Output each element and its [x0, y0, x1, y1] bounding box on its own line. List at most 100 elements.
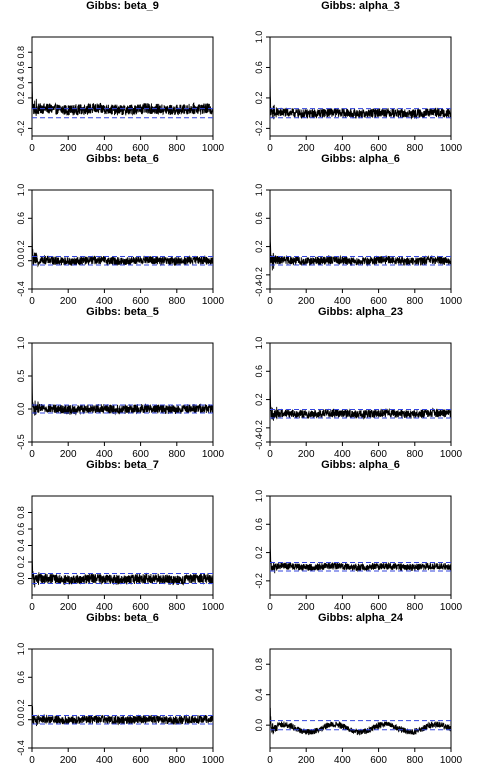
- panel-8: Gibbs: alpha_6 0 200 400 600 800 1000 -0.2 0.2 0.…: [254, 459, 463, 613]
- x-tick-label: 200: [298, 296, 315, 307]
- panel-3: Gibbs: beta_6 0 200 400 600 800 1000 -0.4 0.00.2…: [16, 153, 225, 307]
- y-tick-label: 0.6: [254, 365, 264, 378]
- x-tick-label: 600: [370, 449, 387, 460]
- x-tick-label: 600: [370, 755, 387, 766]
- x-tick-label: 1000: [202, 755, 225, 766]
- y-tick-label: 0.2: [254, 393, 264, 406]
- panel-title: Gibbs: alpha_23: [318, 306, 403, 318]
- y-tick-label: 0.0: [254, 719, 264, 732]
- x-tick-label: 400: [96, 755, 113, 766]
- x-tick-label: 200: [298, 449, 315, 460]
- plot-frame: [269, 189, 452, 290]
- panel-title: Gibbs: beta_5: [86, 306, 159, 318]
- plot-frame: [31, 189, 214, 290]
- y-tick-label: 0.6: [254, 212, 264, 225]
- autocorrelation-trace: [270, 496, 451, 574]
- y-tick-label: -0.2: [254, 573, 264, 589]
- x-tick-label: 600: [132, 602, 149, 613]
- y-tick-label: 0.4: [16, 539, 26, 552]
- y-tick-label: -0.4: [254, 281, 264, 297]
- y-tick-label: 0.6: [16, 671, 26, 684]
- x-tick-label: 800: [168, 449, 185, 460]
- x-tick-label: 400: [334, 755, 351, 766]
- panel-7: Gibbs: beta_7 0 200 400 600 800 1000 0.0 0.2 0.4 0…: [16, 459, 225, 613]
- x-tick-label: 1000: [202, 602, 225, 613]
- panel-title: Gibbs: alpha_24: [318, 612, 404, 624]
- y-tick-label: 0.8: [16, 506, 26, 519]
- x-tick-label: 0: [267, 296, 273, 307]
- plot-frame: [31, 648, 214, 749]
- plot-frame: [269, 495, 452, 596]
- autocorrelation-trace: [32, 343, 213, 416]
- y-tick-label: 1.0: [254, 31, 264, 44]
- x-tick-label: 800: [406, 296, 423, 307]
- x-tick-label: 1000: [440, 602, 463, 613]
- x-tick-label: 400: [334, 602, 351, 613]
- x-tick-label: 600: [370, 602, 387, 613]
- y-tick-label: 0.0: [16, 254, 26, 267]
- x-tick-label: 0: [29, 296, 35, 307]
- autocorrelation-trace: [270, 37, 451, 120]
- x-tick-label: 200: [298, 602, 315, 613]
- y-tick-label: 0.8: [16, 46, 26, 59]
- panel-title: Gibbs: beta_6: [86, 612, 159, 624]
- x-tick-label: 1000: [440, 296, 463, 307]
- y-tick-label: 0.2: [16, 699, 26, 712]
- x-tick-label: 400: [96, 296, 113, 307]
- plot-frame: [269, 36, 452, 137]
- y-tick-label: 0.2: [254, 546, 264, 559]
- x-tick-label: 800: [168, 602, 185, 613]
- x-tick-label: 400: [334, 449, 351, 460]
- x-tick-label: 1000: [202, 296, 225, 307]
- panel-title: Gibbs: alpha_6: [321, 153, 400, 165]
- y-tick-label: 0.4: [16, 76, 26, 89]
- y-tick-label: 1.0: [254, 184, 264, 197]
- autocorrelation-trace: [32, 37, 213, 117]
- x-tick-label: 200: [60, 296, 77, 307]
- x-tick-label: 200: [298, 143, 315, 154]
- x-tick-label: 0: [267, 449, 273, 460]
- x-tick-label: 400: [334, 143, 351, 154]
- x-tick-label: 1000: [440, 143, 463, 154]
- x-tick-label: 200: [60, 449, 77, 460]
- x-tick-label: 800: [168, 296, 185, 307]
- y-tick-label: 0.6: [254, 518, 264, 531]
- x-tick-label: 1000: [202, 143, 225, 154]
- y-tick-label: 0.5: [16, 370, 26, 383]
- x-tick-label: 200: [60, 755, 77, 766]
- y-tick-label: 0.0: [16, 713, 26, 726]
- y-tick-label: -0.2: [254, 267, 264, 283]
- y-tick-label: 0.2: [254, 240, 264, 253]
- panel-title: Gibbs: alpha_6: [321, 459, 400, 471]
- panel-1: Gibbs: beta_9 0 200 400 600 800 1000 -0.2 0.2 0.4…: [16, 0, 225, 154]
- y-tick-label: -0.2: [254, 420, 264, 436]
- x-tick-label: 400: [96, 449, 113, 460]
- x-tick-label: 200: [60, 602, 77, 613]
- x-tick-label: 600: [132, 449, 149, 460]
- y-tick-label: 0.2: [16, 92, 26, 105]
- y-tick-label: 0.4: [254, 688, 264, 701]
- y-tick-label: 0.6: [16, 61, 26, 74]
- autocorrelation-trace: [32, 190, 213, 268]
- panel-6: Gibbs: alpha_23 0 200 400 600 800 1000 -0.4-0.2…: [254, 306, 463, 460]
- x-tick-label: 600: [370, 296, 387, 307]
- x-tick-label: 800: [406, 602, 423, 613]
- x-tick-label: 0: [29, 755, 35, 766]
- x-tick-label: 200: [298, 755, 315, 766]
- x-tick-label: 800: [406, 755, 423, 766]
- x-tick-label: 0: [29, 602, 35, 613]
- x-tick-label: 400: [96, 602, 113, 613]
- y-tick-label: 0.2: [16, 240, 26, 253]
- plot-frame: [31, 342, 214, 443]
- x-tick-label: 1000: [202, 449, 225, 460]
- autocorrelation-trace: [32, 649, 213, 727]
- autocorrelation-trace: [270, 190, 451, 271]
- x-tick-label: 800: [406, 449, 423, 460]
- x-tick-label: 600: [132, 143, 149, 154]
- autocorrelation-trace: [270, 649, 451, 736]
- y-tick-label: -0.4: [16, 281, 26, 297]
- y-tick-label: 1.0: [16, 337, 26, 350]
- x-tick-label: 0: [29, 143, 35, 154]
- y-tick-label: 0.8: [254, 658, 264, 671]
- y-tick-label: 0.0: [16, 403, 26, 416]
